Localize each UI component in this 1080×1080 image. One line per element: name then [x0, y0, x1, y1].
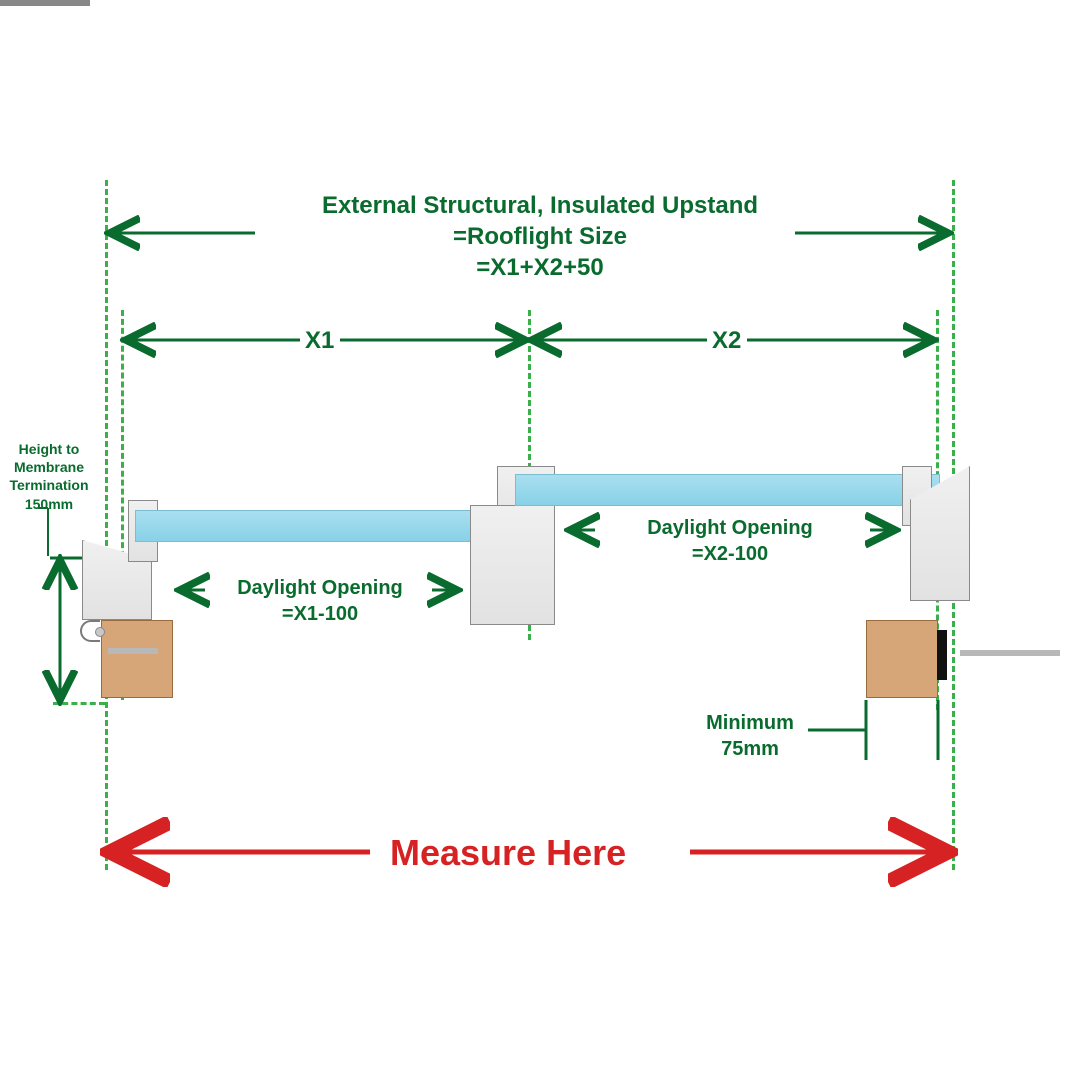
- fixing-external-right: [960, 650, 1060, 656]
- glass-pane-right: [515, 474, 940, 506]
- label-x2: X2: [712, 325, 741, 356]
- label-day1-l2: =X1-100: [282, 603, 358, 625]
- timber-upstand-right: [866, 620, 938, 698]
- label-height-l2: Membrane: [14, 459, 84, 475]
- label-external-upstand: External Structural, Insulated Upstand =…: [260, 190, 820, 284]
- label-measure-here: Measure Here: [380, 832, 636, 874]
- label-day2-l1: Daylight Opening: [647, 517, 813, 539]
- label-top-line2: =Rooflight Size: [453, 223, 627, 250]
- seal-right: [937, 630, 947, 680]
- label-height-l4: 150mm: [25, 496, 73, 512]
- mullion: [470, 505, 555, 625]
- glass-pane-left: [135, 510, 495, 542]
- label-height-l1: Height to: [19, 441, 80, 457]
- label-minimum: Minimum 75mm: [680, 710, 820, 762]
- timber-upstand-left: [101, 620, 173, 698]
- label-top-line1: External Structural, Insulated Upstand: [322, 192, 758, 219]
- label-height-l3: Termination: [9, 477, 88, 493]
- label-daylight-2: Daylight Opening =X2-100: [620, 515, 840, 567]
- label-min-l2: 75mm: [721, 738, 779, 760]
- fixing-left: [108, 648, 158, 654]
- label-day2-l2: =X2-100: [692, 543, 768, 565]
- label-day1-l1: Daylight Opening: [237, 577, 403, 599]
- rooflight-cross-section-diagram: External Structural, Insulated Upstand =…: [0, 0, 1080, 1080]
- fixing-head-left: [95, 627, 105, 637]
- label-height-membrane: Height to Membrane Termination 150mm: [0, 440, 104, 513]
- label-min-l1: Minimum: [706, 712, 794, 734]
- label-top-line3: =X1+X2+50: [476, 254, 603, 281]
- label-daylight-1: Daylight Opening =X1-100: [210, 575, 430, 627]
- label-x1: X1: [305, 325, 334, 356]
